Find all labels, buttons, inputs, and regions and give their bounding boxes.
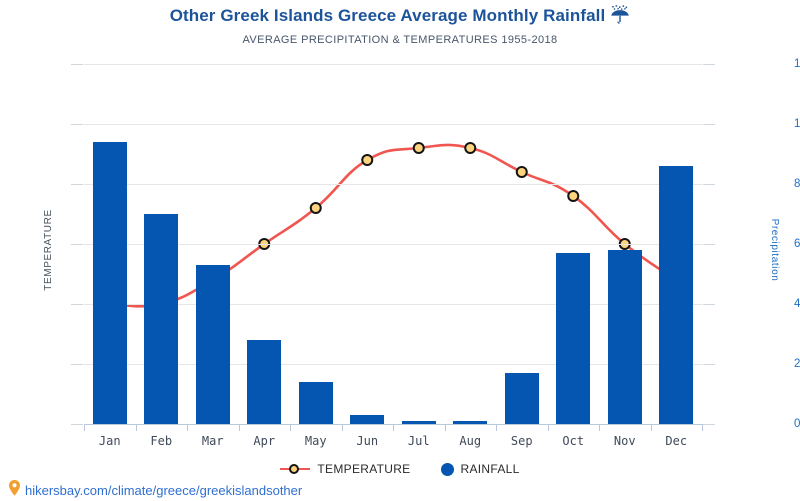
- right-axis-tick: 40 mm: [794, 298, 800, 310]
- temperature-point[interactable]: Jun: 27 °C: [361, 154, 374, 166]
- rainfall-bar[interactable]: [659, 166, 694, 424]
- x-tick-mark: [135, 424, 137, 431]
- x-axis-label: Aug: [459, 434, 482, 448]
- x-axis-label: Dec: [665, 434, 688, 448]
- umbrella-rain-icon: [610, 5, 630, 29]
- rainfall-bar[interactable]: [504, 373, 539, 424]
- x-tick-mark: [393, 424, 394, 431]
- rainfall-bar[interactable]: [350, 415, 385, 424]
- x-tick-mark: [650, 424, 652, 431]
- gridline: [84, 304, 702, 305]
- right-axis-tick: 0 mm: [794, 418, 800, 430]
- left-tick-mark: [71, 304, 83, 305]
- x-tick-mark: [547, 424, 549, 431]
- right-tick-mark: [703, 424, 715, 425]
- map-pin-icon: [8, 480, 21, 501]
- right-tick-mark: [703, 184, 715, 185]
- right-axis-tick: 80 mm: [794, 178, 800, 190]
- right-axis-tick: 100 mm: [794, 118, 800, 130]
- circle-outline-icon: [280, 463, 311, 475]
- left-tick-mark: [71, 424, 83, 425]
- left-tick-mark: [71, 244, 83, 245]
- legend-label-rainfall: RAINFALL: [460, 462, 520, 476]
- x-axis-label: Jul: [407, 434, 430, 448]
- plot-area: Jan: 15 °CFeb: 15 °CMar: 17 °CApr: 20 °C…: [71, 58, 800, 448]
- x-axis-label: May: [304, 434, 327, 448]
- x-tick-mark: [599, 424, 600, 431]
- filled-circle-icon: [440, 462, 454, 476]
- legend-item-temperature[interactable]: TEMPERATURE: [280, 462, 410, 476]
- x-tick-mark: [702, 424, 703, 431]
- rainfall-bar[interactable]: [195, 265, 230, 424]
- gridline: [84, 124, 702, 125]
- temperature-line: [108, 143, 678, 308]
- gridline: [84, 184, 702, 185]
- temperature-point[interactable]: May: 23 °C: [309, 202, 322, 214]
- x-tick-mark: [290, 424, 291, 431]
- right-tick-mark: [703, 64, 715, 65]
- rainfall-bar[interactable]: [401, 421, 436, 424]
- left-tick-mark: [71, 124, 83, 125]
- page-title: Other Greek Islands Greece Average Month…: [0, 5, 800, 29]
- x-axis-label: Sep: [510, 434, 533, 448]
- x-axis-label: Mar: [201, 434, 224, 448]
- chart-legend: TEMPERATURE RAINFALL: [0, 462, 800, 476]
- x-axis-label: Jun: [356, 434, 379, 448]
- x-axis-label: Feb: [150, 434, 173, 448]
- left-tick-mark: [71, 184, 83, 185]
- gridline: [84, 364, 702, 365]
- left-tick-mark: [71, 64, 83, 65]
- right-axis-tick: 20 mm: [794, 358, 800, 370]
- x-axis-label: Nov: [613, 434, 636, 448]
- rainfall-bar[interactable]: [144, 214, 179, 424]
- x-tick-mark: [187, 424, 188, 431]
- gridline: [84, 64, 702, 65]
- page-title-text: Other Greek Islands Greece Average Month…: [169, 6, 606, 25]
- x-tick-mark: [496, 424, 497, 431]
- temperature-point[interactable]: Sep: 26 °C: [515, 166, 528, 178]
- x-tick-mark: [341, 424, 343, 431]
- rainfall-bar[interactable]: [92, 142, 127, 424]
- right-axis-title: Precipitation: [769, 218, 781, 282]
- right-axis-tick: 60 mm: [794, 238, 800, 250]
- rainfall-bar[interactable]: [453, 421, 488, 424]
- rainfall-bar[interactable]: [298, 382, 333, 424]
- legend-label-temperature: TEMPERATURE: [317, 462, 411, 476]
- temperature-point[interactable]: Aug: 28 °C: [464, 142, 477, 154]
- x-axis-label: Apr: [253, 434, 276, 448]
- rainfall-bar[interactable]: [607, 250, 642, 424]
- right-tick-mark: [703, 364, 715, 365]
- right-axis-tick: 120 mm: [794, 58, 800, 70]
- x-axis-label: Oct: [562, 434, 585, 448]
- x-axis-label: Jan: [98, 434, 121, 448]
- right-tick-mark: [703, 244, 715, 245]
- source-footer[interactable]: hikersbay.com/climate/greece/greekisland…: [8, 480, 302, 501]
- left-axis-title: TEMPERATURE: [43, 209, 55, 291]
- temperature-point[interactable]: Jul: 28 °C: [412, 142, 425, 154]
- left-tick-mark: [71, 364, 83, 365]
- gridline: [84, 244, 702, 245]
- source-url[interactable]: hikersbay.com/climate/greece/greekisland…: [25, 483, 303, 498]
- x-tick-mark: [84, 424, 85, 431]
- x-tick-mark: [444, 424, 446, 431]
- x-tick-mark: [238, 424, 240, 431]
- legend-item-rainfall[interactable]: RAINFALL: [440, 462, 520, 476]
- right-tick-mark: [703, 124, 715, 125]
- rainfall-bar[interactable]: [247, 340, 282, 424]
- temperature-point[interactable]: Oct: 24 °C: [567, 190, 580, 202]
- rainfall-bar[interactable]: [556, 253, 591, 424]
- right-tick-mark: [703, 304, 715, 305]
- page-subtitle: AVERAGE PRECIPITATION & TEMPERATURES 195…: [242, 34, 558, 46]
